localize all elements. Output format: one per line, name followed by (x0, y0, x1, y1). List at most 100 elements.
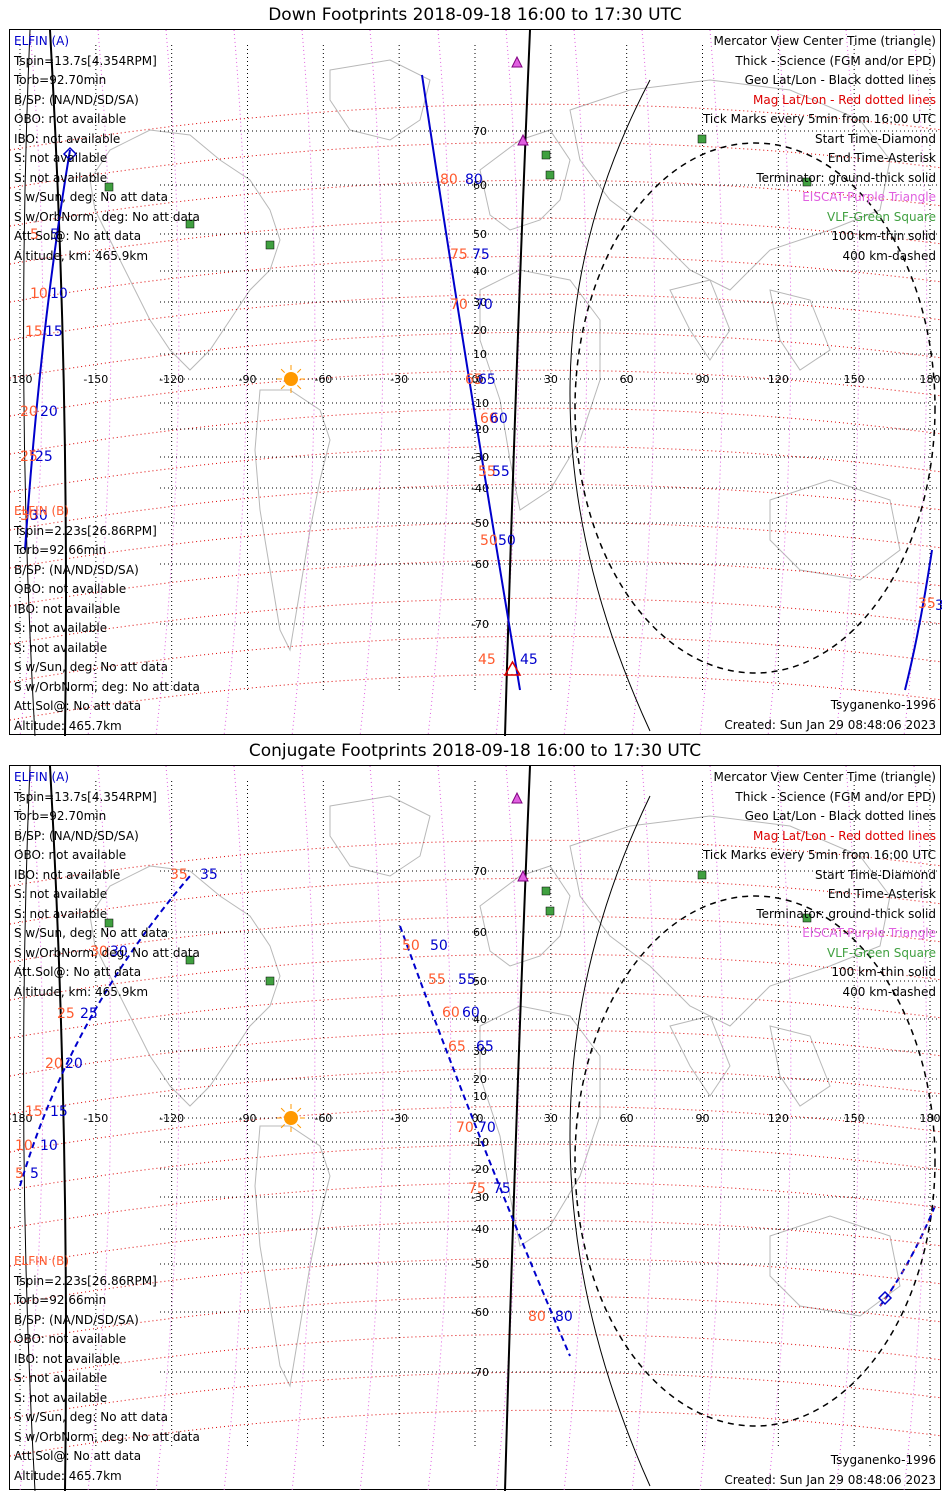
eiscat-triangle (517, 869, 529, 882)
terminator-100km (569, 795, 651, 1487)
legend-item: Mag Lat/Lon - Red dotted lines (752, 92, 936, 107)
vlf-square (104, 918, 114, 928)
elfin-a-tick-label: 70 (478, 1120, 496, 1136)
eiscat-triangle (511, 791, 523, 804)
mag-lat-line (10, 915, 942, 963)
elfin-b-line: Torb=92.66min (14, 1293, 107, 1307)
lat-label: 40 (473, 1013, 487, 1026)
mag-lat-line (10, 991, 942, 1039)
elfin-a-line: Tspin=13.7s[4.354RPM] (14, 53, 157, 68)
elfin-b-line: S: not available (14, 1371, 108, 1385)
elfin-b-line: OBO: not available (14, 582, 127, 596)
coastline (669, 279, 731, 361)
sun-ray (280, 1124, 285, 1129)
coastline (479, 1005, 601, 1247)
legend-item: Tick Marks every 5min from 16:00 UTC (702, 848, 936, 862)
mag-lat-line (10, 673, 942, 721)
elfin-b-line: S w/OrbNorm, deg: No att data (14, 679, 200, 694)
coastline (769, 289, 831, 371)
mag-lat-line (10, 445, 942, 493)
coastline (669, 1015, 731, 1097)
mag-lon-line (563, 30, 588, 736)
lon-label: 30 (544, 1112, 558, 1125)
elfin-a-path (421, 74, 521, 691)
elfin-a-line: S w/Sun, deg: No att data (14, 926, 168, 940)
lon-label: 150 (844, 373, 865, 386)
elfin-b-line: B/SP: (NA/ND/SD/SA) (14, 562, 139, 577)
elfin-b-line: Tspin=2.23s[26.86RPM] (14, 1273, 157, 1288)
elfin-a-header: ELFIN (A) (14, 770, 70, 784)
coastline (769, 1215, 901, 1317)
legend-item: Start Time-Diamond (814, 131, 936, 146)
tick-labels: 5101520253035505560657075805101520253035… (15, 867, 573, 1325)
elfin-a-tick-label: 25 (80, 1006, 98, 1022)
lon-label: 120 (768, 1112, 789, 1125)
elfin-b-tick-label: 70 (456, 1120, 474, 1136)
lon-label: -30 (390, 373, 408, 386)
elfin-a-track (24, 74, 933, 691)
lat-label: -60 (471, 1306, 489, 1319)
elfin-b-tick-label: 15 (25, 1104, 43, 1120)
legend-item: 400 km-dashed (842, 248, 936, 263)
legend-item: EISCAT-Purple Triangle (802, 926, 936, 940)
legend-item: Start Time-Diamond (814, 867, 936, 882)
lat-label: 40 (473, 265, 487, 278)
lat-label: 70 (473, 125, 487, 138)
lat-label: 60 (473, 926, 487, 939)
lat-label: 20 (473, 1073, 487, 1086)
down-footprints-map: -180 -150 -120 -90 -60 -30 0 30 60 90 120 150 180706… (10, 30, 942, 736)
sun-ray (280, 385, 285, 390)
legend-item: Mag Lat/Lon - Red dotted lines (752, 828, 936, 843)
lat-label: 0 (477, 1112, 484, 1125)
lon-label: -150 (83, 1112, 108, 1125)
elfin-a-line: OBO: not available (14, 848, 127, 862)
lat-label: -70 (471, 1366, 489, 1379)
elfin-a-line: IBO: not available (14, 131, 121, 146)
coastline (89, 129, 281, 371)
mag-lon-line (19, 30, 44, 736)
mag-lat-line (10, 1333, 942, 1381)
lat-label: -30 (471, 451, 489, 464)
elfin-a-track (19, 875, 936, 1357)
elfin-a-tick-label: 25 (35, 449, 53, 465)
elfin-b-info: ELFIN (B) Tspin=2.23s[26.86RPM] Torb=92.… (14, 1252, 200, 1486)
lat-label: -40 (471, 482, 489, 495)
mag-lat-line (10, 839, 942, 887)
mag-lat-line (10, 179, 942, 227)
coastline (769, 479, 901, 581)
elfin-b-line: S w/Sun, deg: No att data (14, 660, 168, 674)
lat-label: 10 (473, 348, 487, 361)
coastline (569, 79, 891, 291)
footer-right: Tsyganenko-1996 Created: Sun Jan 29 08:4… (724, 1451, 936, 1490)
elfin-a-line: B/SP: (NA/ND/SD/SA) (14, 92, 139, 107)
mag-lat-line (10, 1105, 942, 1153)
elfin-b-line: Altitude: 465.7km (14, 718, 122, 733)
elfin-b-tick-label: 65 (465, 372, 483, 388)
elfin-a-tick-label: 60 (490, 411, 508, 427)
elfin-b-tick-label: 70 (450, 297, 468, 313)
elfin-b-tick-label: 20 (45, 1056, 63, 1072)
mag-lon-line (767, 30, 792, 736)
sun-icon (284, 372, 298, 386)
coastline (569, 815, 891, 1027)
lon-label: -60 (314, 1112, 332, 1125)
legend: Mercator View Center Time (triangle) Thi… (703, 768, 936, 1002)
lat-label: -20 (471, 423, 489, 436)
geo-grid: -180 -150 -120 -90 -60 -30 0 30 60 90 120 150 180706… (10, 45, 942, 690)
elfin-b-line: Tspin=2.23s[26.86RPM] (14, 523, 157, 538)
elfin-a-tick-label: 55 (458, 972, 476, 988)
elfin-b-tick-label: 25 (57, 1006, 75, 1022)
elfin-b-tick-label: 5 (15, 1166, 24, 1182)
elfin-b-header: ELFIN (B) (14, 504, 70, 518)
lat-label: -60 (471, 558, 489, 571)
legend-item: Thick - Science (FGM and/or EPD) (735, 53, 936, 68)
lat-label: 60 (473, 179, 487, 192)
lat-label: 10 (473, 1090, 487, 1103)
elfin-b-tick-label: 55 (478, 464, 496, 480)
elfin-a-tick-label: 65 (476, 1039, 494, 1055)
mag-lat-line (10, 1181, 942, 1229)
mag-lat-line (10, 1067, 942, 1115)
elfin-b-line: IBO: not available (14, 601, 121, 616)
elfin-a-line: S: not available (14, 151, 108, 165)
mag-lon-line (495, 30, 520, 736)
